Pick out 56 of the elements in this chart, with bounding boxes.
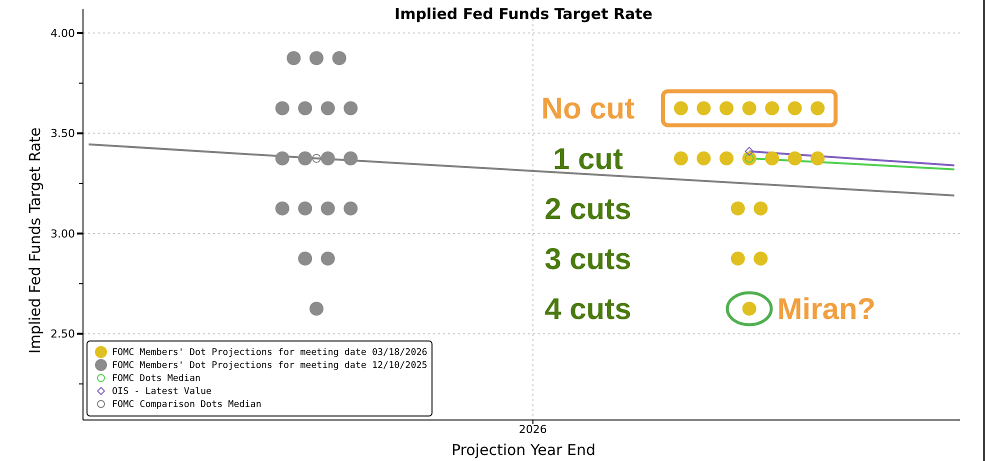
point (286, 51, 301, 66)
point (275, 101, 290, 116)
point (810, 101, 825, 116)
point (720, 101, 734, 116)
x-axis-title: Projection Year End (452, 441, 596, 459)
y-tick-label: 3.00 (50, 227, 75, 240)
point (275, 201, 290, 216)
legend-label: FOMC Members' Dot Projections for meeting date 12/10/2025 (112, 360, 428, 372)
legend-label: FOMC Members' Dot Projections for meeting date 03/18/2026 (112, 347, 428, 358)
x-tick-label: 2026 (518, 423, 547, 436)
point (275, 151, 290, 166)
point (309, 51, 324, 66)
point (320, 252, 335, 266)
annotation: Miran? (777, 293, 876, 326)
point (344, 101, 358, 116)
point (754, 201, 768, 216)
point (765, 151, 780, 166)
point (312, 154, 321, 163)
point (298, 252, 312, 266)
point (298, 151, 312, 166)
point (320, 101, 335, 116)
point (765, 101, 780, 116)
point (754, 252, 768, 266)
point (332, 51, 346, 66)
legend-label: FOMC Comparison Dots Median (112, 399, 262, 410)
point (720, 151, 734, 166)
point (320, 151, 335, 166)
point (298, 101, 312, 116)
point (298, 201, 312, 216)
y-tick-label: 2.50 (50, 328, 75, 341)
annotation: 1 cut (552, 142, 623, 176)
point (344, 201, 358, 216)
y-tick-label: 4.00 (50, 26, 75, 40)
point (696, 151, 711, 166)
legend-label: OIS - Latest Value (112, 386, 212, 398)
point (788, 151, 802, 166)
point (696, 101, 711, 116)
chart-title: Implied Fed Funds Target Rate (394, 5, 653, 23)
point (788, 101, 802, 116)
point (674, 101, 688, 116)
annotation: 4 cuts (544, 293, 632, 326)
point (810, 151, 825, 166)
point (730, 201, 745, 216)
annotation: No cut (541, 92, 635, 126)
point (744, 146, 754, 156)
point (730, 252, 745, 266)
point (309, 302, 324, 316)
point (344, 151, 358, 166)
annotation: 3 cuts (544, 243, 632, 276)
point (320, 201, 335, 216)
y-tick-label: 3.50 (50, 127, 75, 140)
legend-label: FOMC Dots Median (112, 373, 201, 384)
point (742, 101, 756, 116)
annotation: 2 cuts (544, 192, 632, 226)
y-axis-title: Implied Fed Funds Target Rate (26, 127, 44, 354)
point (674, 151, 688, 166)
